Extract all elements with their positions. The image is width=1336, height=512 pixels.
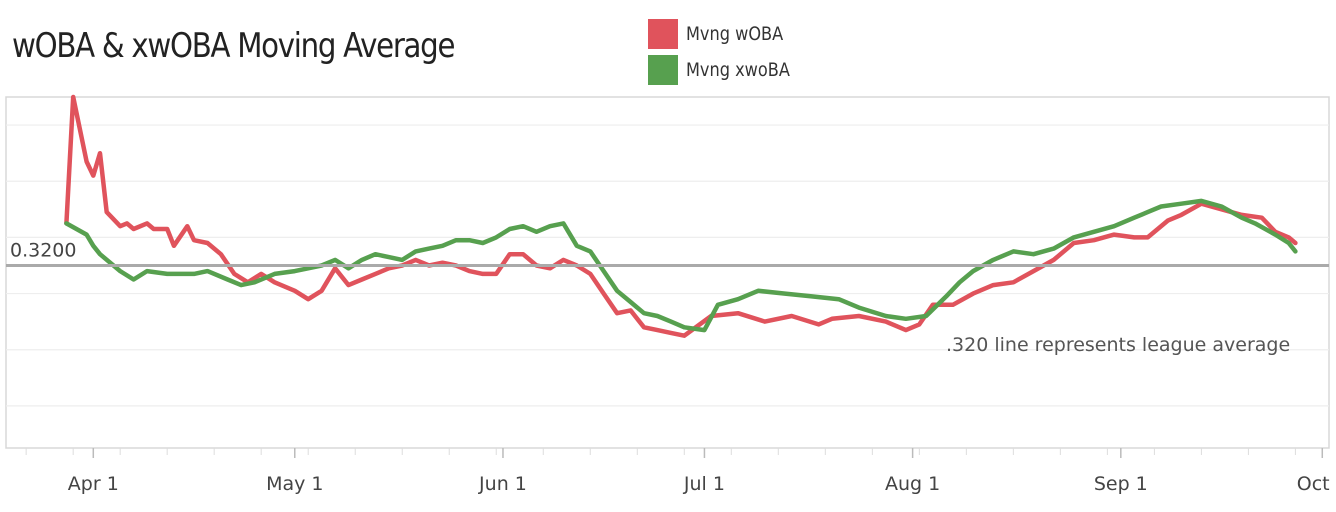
plot-frame [5,96,1330,449]
league-average-annotation: .320 line represents league average [946,334,1290,356]
chart-title: wOBA & xwOBA Moving Average [12,26,455,66]
legend-label-xwoba: Mvng xwoBA [686,59,790,81]
series-lines [64,94,1298,338]
series-line-xwoba[interactable] [64,198,1298,333]
legend-item-woba[interactable]: Mvng wOBA [648,16,808,52]
x-tick-label-0: Apr 1 [68,473,119,495]
legend-label-woba: Mvng wOBA [686,23,784,45]
legend-swatch-xwoba [648,55,678,85]
legend-swatch-woba [648,19,678,49]
x-tick-label-3: Jul 1 [683,473,725,495]
x-tick-label-6: Oct 1 [1297,473,1336,495]
x-axis: Apr 1 May 1 Jun 1 Jul 1 Aug 1 Sep 1 Oct 1 [25,448,1336,495]
x-tick-label-5: Sep 1 [1094,473,1148,495]
legend-item-xwoba[interactable]: Mvng xwoBA [648,52,808,88]
x-tick-label-1: May 1 [266,473,323,495]
reference-line-label: 0.3200 [10,239,76,261]
series-line-woba[interactable] [64,94,1298,338]
legend: Mvng wOBA Mvng xwoBA [648,16,808,88]
x-tick-label-4: Aug 1 [885,473,940,495]
x-tick-label-2: Jun 1 [478,473,527,495]
